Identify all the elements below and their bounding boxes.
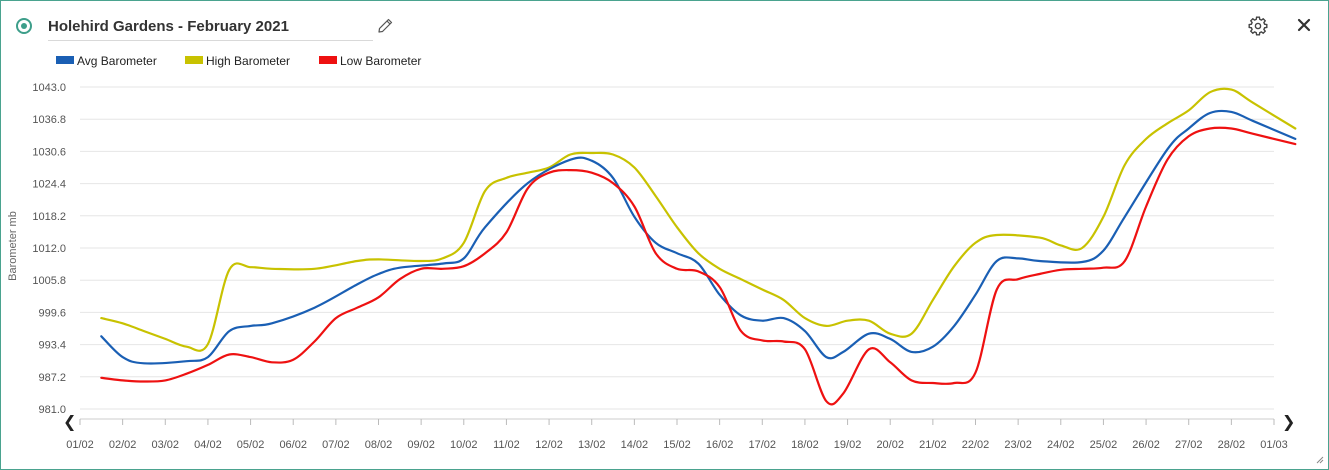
y-tick-label: 1030.6 — [32, 146, 66, 158]
y-tick-label: 1018.2 — [32, 211, 66, 223]
x-tick-label: 10/02 — [450, 439, 478, 451]
widget-title[interactable]: Holehird Gardens - February 2021 — [48, 18, 373, 41]
x-tick-label: 11/02 — [493, 439, 520, 451]
legend-label-high: High Barometer — [206, 53, 291, 68]
widget-header: Holehird Gardens - February 2021 — [1, 1, 1328, 49]
x-tick-label: 03/02 — [152, 439, 180, 451]
x-tick-label: 01/03 — [1260, 439, 1288, 451]
chevron-right-icon[interactable]: ❯ — [1282, 414, 1296, 431]
x-tick-label: 05/02 — [237, 439, 265, 451]
y-tick-label: 1005.8 — [32, 275, 66, 287]
x-tick-label: 17/02 — [749, 439, 777, 451]
legend-swatch-avg — [56, 55, 74, 64]
y-tick-label: 993.4 — [38, 340, 66, 352]
legend-swatch-high — [185, 55, 203, 64]
x-tick-label: 13/02 — [578, 439, 606, 451]
x-tick-label: 19/02 — [834, 439, 862, 451]
legend-item-avg[interactable]: Avg Barometer — [56, 53, 157, 68]
legend-item-low[interactable]: Low Barometer — [319, 53, 421, 68]
x-tick-label: 07/02 — [322, 439, 350, 451]
x-tick-label: 28/02 — [1218, 439, 1246, 451]
status-indicator-icon — [16, 18, 32, 34]
x-tick-label: 20/02 — [876, 439, 904, 451]
close-icon[interactable] — [1296, 17, 1312, 33]
pencil-icon[interactable] — [377, 18, 393, 34]
x-tick-label: 24/02 — [1047, 439, 1075, 451]
x-tick-label: 25/02 — [1090, 439, 1118, 451]
x-tick-label: 18/02 — [791, 439, 819, 451]
x-tick-label: 01/02 — [66, 439, 94, 451]
resize-grip-icon[interactable] — [1316, 456, 1324, 464]
x-tick-label: 04/02 — [194, 439, 222, 451]
x-tick-label: 06/02 — [279, 439, 307, 451]
chevron-left-icon[interactable]: ❮ — [63, 414, 77, 431]
legend-swatch-low — [319, 55, 337, 64]
y-tick-label: 1036.8 — [32, 114, 66, 126]
x-tick-label: 27/02 — [1175, 439, 1203, 451]
y-tick-label: 987.2 — [38, 372, 66, 384]
x-tick-label: 08/02 — [365, 439, 393, 451]
legend-item-high[interactable]: High Barometer — [185, 53, 290, 68]
x-tick-label: 14/02 — [621, 439, 649, 451]
series-line-high-barometer — [100, 87, 1297, 352]
gear-icon[interactable] — [1248, 16, 1268, 36]
x-tick-label: 15/02 — [663, 439, 691, 451]
series-line-low-barometer — [100, 126, 1297, 406]
y-tick-label: 999.6 — [38, 307, 66, 319]
series-line-avg-barometer — [100, 109, 1297, 365]
x-tick-label: 23/02 — [1004, 439, 1032, 451]
legend-label-avg: Avg Barometer — [77, 53, 157, 68]
x-tick-label: 09/02 — [407, 439, 435, 451]
legend-label-low: Low Barometer — [340, 53, 422, 68]
y-tick-label: 1024.4 — [32, 179, 66, 191]
x-tick-label: 02/02 — [109, 439, 137, 451]
x-tick-label: 12/02 — [535, 439, 563, 451]
y-tick-label: 1012.0 — [32, 243, 66, 255]
x-tick-label: 22/02 — [962, 439, 990, 451]
y-tick-label: 1043.0 — [32, 82, 66, 94]
y-tick-label: 981.0 — [38, 404, 66, 416]
x-tick-label: 16/02 — [706, 439, 734, 451]
x-tick-label: 21/02 — [919, 439, 947, 451]
x-tick-label: 26/02 — [1132, 439, 1160, 451]
